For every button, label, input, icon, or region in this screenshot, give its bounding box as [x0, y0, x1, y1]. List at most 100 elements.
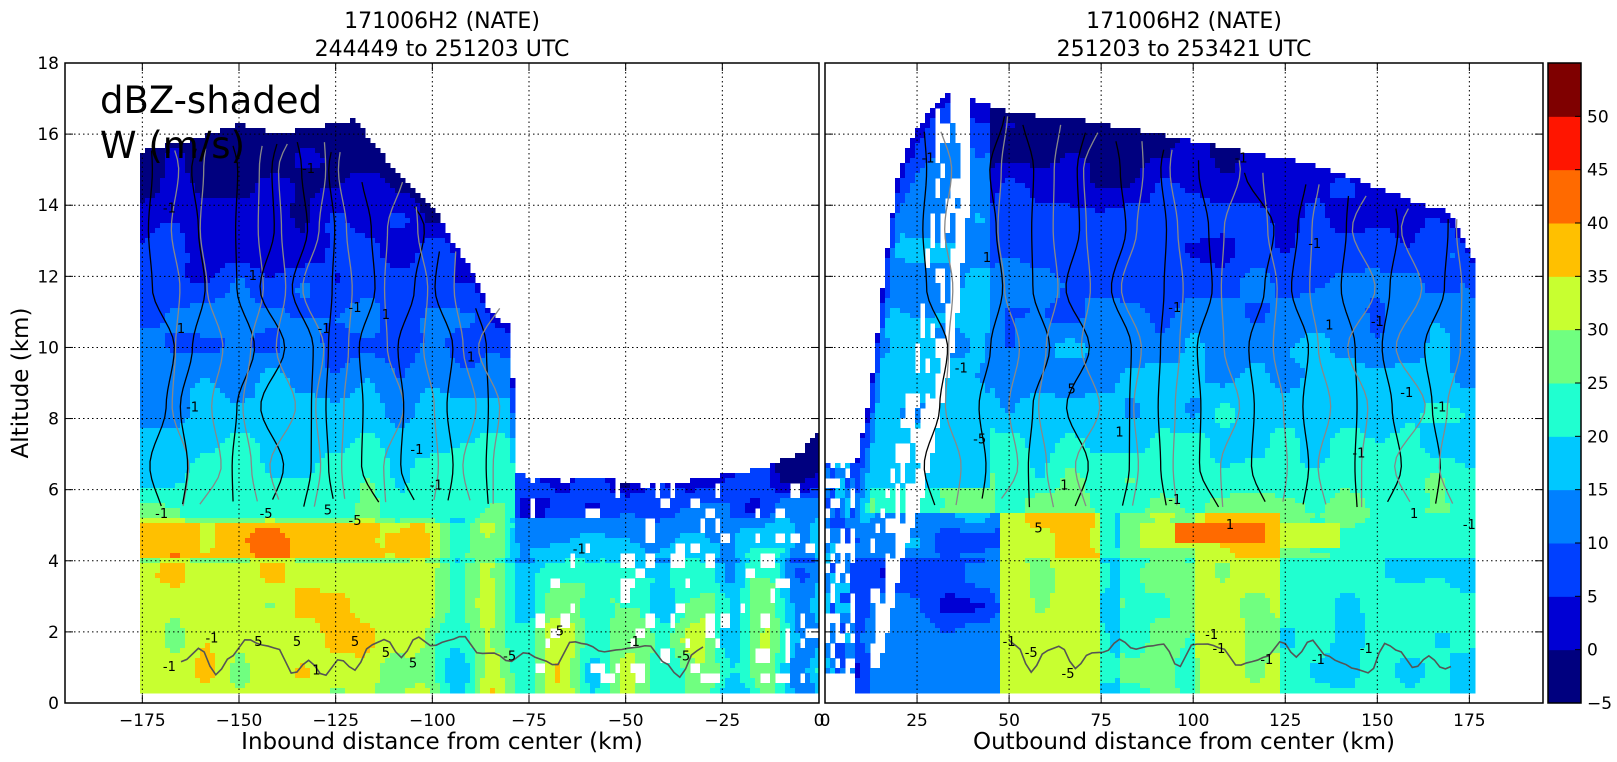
reflectivity-cell: [195, 408, 201, 414]
reflectivity-cell: [435, 423, 441, 429]
reflectivity-cell: [480, 413, 486, 419]
reflectivity-cell: [310, 163, 316, 169]
reflectivity-cell: [150, 313, 156, 319]
reflectivity-cell: [790, 458, 796, 464]
reflectivity-cell: [210, 268, 216, 274]
reflectivity-cell: [805, 468, 811, 474]
reflectivity-cell: [175, 273, 181, 279]
reflectivity-cell: [425, 478, 431, 484]
reflectivity-cell: [335, 293, 341, 299]
reflectivity-cell: [280, 153, 286, 159]
reflectivity-cell: [350, 398, 356, 404]
reflectivity-cell: [320, 408, 326, 414]
reflectivity-cell: [225, 198, 231, 204]
reflectivity-cell: [385, 243, 391, 249]
reflectivity-cell: [365, 473, 371, 479]
reflectivity-cell: [815, 478, 819, 484]
reflectivity-cell: [375, 298, 381, 304]
reflectivity-cell: [145, 448, 151, 454]
reflectivity-cell: [155, 408, 161, 414]
reflectivity-cell: [455, 483, 461, 489]
reflectivity-cell: [465, 473, 471, 479]
reflectivity-cell: [245, 198, 251, 204]
reflectivity-cell: [180, 163, 186, 169]
reflectivity-cell: [470, 303, 476, 309]
reflectivity-cell: [320, 428, 326, 434]
reflectivity-cell: [270, 458, 276, 464]
reflectivity-cell: [160, 368, 166, 374]
reflectivity-cell: [180, 348, 186, 354]
reflectivity-cell: [225, 398, 231, 404]
reflectivity-cell: [180, 373, 186, 379]
reflectivity-cell: [250, 313, 256, 319]
reflectivity-cell: [160, 208, 166, 214]
reflectivity-cell: [155, 153, 161, 159]
reflectivity-cell: [380, 228, 386, 234]
reflectivity-cell: [155, 413, 161, 419]
reflectivity-cell: [175, 418, 181, 424]
reflectivity-cell: [160, 428, 166, 434]
reflectivity-cell: [320, 488, 326, 494]
reflectivity-cell: [435, 278, 441, 284]
reflectivity-cell: [450, 373, 456, 379]
reflectivity-cell: [235, 393, 241, 399]
reflectivity-cell: [210, 168, 216, 174]
reflectivity-cell: [285, 308, 291, 314]
reflectivity-cell: [330, 228, 336, 234]
reflectivity-cell: [385, 333, 391, 339]
reflectivity-cell: [265, 463, 271, 469]
reflectivity-cell: [330, 133, 336, 139]
reflectivity-cell: [150, 263, 156, 269]
reflectivity-cell: [395, 368, 401, 374]
reflectivity-cell: [145, 198, 151, 204]
reflectivity-cell: [375, 303, 381, 309]
reflectivity-cell: [215, 283, 221, 289]
reflectivity-cell: [160, 248, 166, 254]
reflectivity-cell: [345, 303, 351, 309]
reflectivity-cell: [345, 218, 351, 224]
reflectivity-cell: [220, 293, 226, 299]
reflectivity-cell: [285, 313, 291, 319]
reflectivity-cell: [355, 273, 361, 279]
reflectivity-cell: [205, 483, 211, 489]
reflectivity-cell: [315, 153, 321, 159]
reflectivity-cell: [240, 383, 246, 389]
reflectivity-cell: [170, 193, 176, 199]
reflectivity-cell: [370, 403, 376, 409]
reflectivity-cell: [195, 203, 201, 209]
reflectivity-cell: [400, 483, 406, 489]
reflectivity-cell: [430, 243, 436, 249]
reflectivity-cell: [250, 223, 256, 229]
reflectivity-cell: [260, 343, 266, 349]
reflectivity-cell: [270, 203, 276, 209]
reflectivity-cell: [445, 318, 451, 324]
reflectivity-cell: [480, 318, 486, 324]
reflectivity-cell: [165, 303, 171, 309]
reflectivity-cell: [235, 448, 241, 454]
reflectivity-cell: [480, 328, 486, 334]
reflectivity-cell: [285, 423, 291, 429]
reflectivity-cell: [220, 168, 226, 174]
reflectivity-cell: [445, 468, 451, 474]
reflectivity-cell: [345, 203, 351, 209]
reflectivity-cell: [160, 338, 166, 344]
reflectivity-cell: [490, 413, 496, 419]
reflectivity-cell: [195, 143, 201, 149]
reflectivity-cell: [440, 448, 446, 454]
inbound-title-line2: 244449 to 251203 UTC: [315, 37, 570, 62]
reflectivity-cell: [365, 488, 371, 494]
reflectivity-cell: [150, 233, 156, 239]
reflectivity-cell: [245, 208, 251, 214]
reflectivity-cell: [160, 203, 166, 209]
reflectivity-cell: [145, 423, 151, 429]
reflectivity-cell: [340, 473, 346, 479]
reflectivity-cell: [365, 378, 371, 384]
reflectivity-cell: [320, 303, 326, 309]
reflectivity-cell: [180, 288, 186, 294]
reflectivity-cell: [385, 463, 391, 469]
reflectivity-cell: [255, 238, 261, 244]
reflectivity-cell: [215, 378, 221, 384]
reflectivity-cell: [570, 478, 576, 484]
reflectivity-cell: [355, 158, 361, 164]
reflectivity-cell: [485, 458, 491, 464]
